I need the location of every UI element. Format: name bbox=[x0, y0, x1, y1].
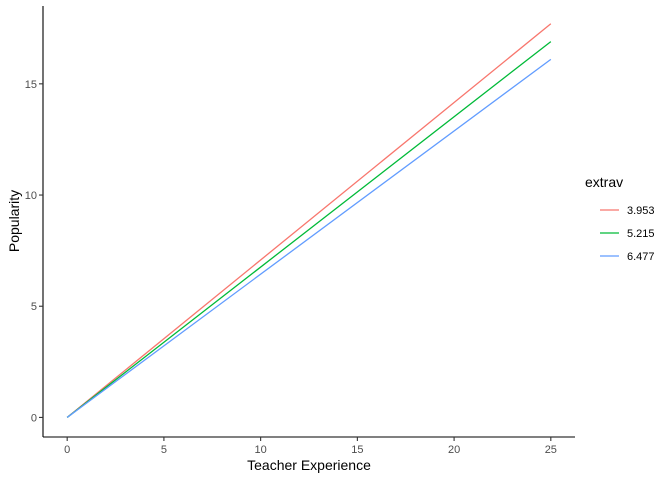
y-tick-label: 10 bbox=[25, 190, 37, 202]
plot-lines bbox=[66, 23, 552, 418]
legend-title: extrav bbox=[585, 174, 623, 190]
axes bbox=[42, 6, 575, 438]
x-tick-label: 0 bbox=[64, 444, 70, 456]
y-tick-label: 15 bbox=[25, 79, 37, 91]
legend-label-1: 5.215 bbox=[627, 228, 655, 240]
x-tick-label: 5 bbox=[161, 444, 167, 456]
legend-label-0: 3.953 bbox=[627, 205, 655, 217]
legend: extrav 3.953 5.215 6.477 bbox=[585, 174, 655, 263]
x-ticks: 0 5 10 15 20 25 bbox=[64, 437, 557, 456]
series-line-2 bbox=[66, 58, 552, 418]
x-tick-label: 10 bbox=[255, 444, 267, 456]
x-tick-label: 25 bbox=[545, 444, 557, 456]
series-line-0 bbox=[66, 23, 552, 418]
x-tick-label: 20 bbox=[448, 444, 460, 456]
x-axis-title: Teacher Experience bbox=[247, 457, 371, 473]
y-ticks: 0 5 10 15 bbox=[25, 79, 43, 424]
y-tick-label: 0 bbox=[31, 412, 37, 424]
x-tick-label: 15 bbox=[351, 444, 363, 456]
y-axis-title: Popularity bbox=[6, 190, 22, 252]
y-tick-label: 5 bbox=[31, 301, 37, 313]
legend-label-2: 6.477 bbox=[627, 251, 655, 263]
series-line-1 bbox=[66, 41, 552, 418]
